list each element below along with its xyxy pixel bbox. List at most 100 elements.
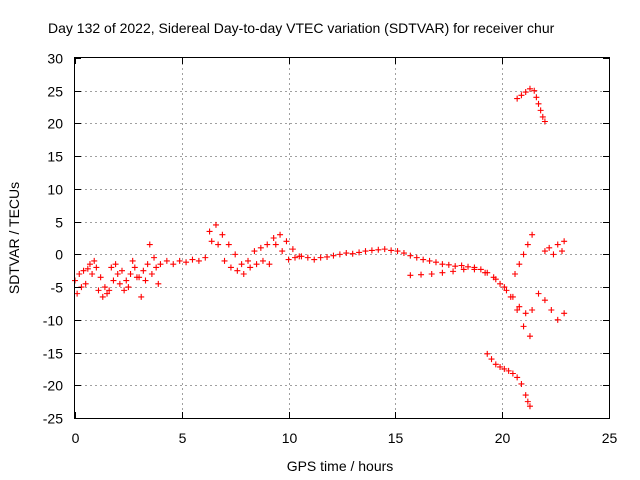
data-point — [503, 287, 510, 294]
data-point — [539, 113, 546, 120]
data-point — [125, 284, 132, 291]
data-point — [452, 263, 459, 270]
data-point — [266, 261, 273, 268]
data-point — [428, 271, 435, 277]
data-point — [514, 374, 521, 381]
data-point — [108, 264, 115, 271]
data-point — [407, 252, 414, 259]
data-point — [225, 241, 232, 248]
data-point — [311, 256, 318, 263]
y-tick-label: 5 — [55, 215, 63, 231]
data-point — [247, 264, 254, 271]
data-point — [514, 307, 521, 313]
plot-frame — [74, 57, 610, 419]
data-point — [541, 118, 548, 125]
data-point — [84, 265, 91, 272]
data-point — [142, 277, 149, 284]
data-point — [219, 231, 226, 238]
data-point — [488, 356, 495, 363]
data-point — [259, 257, 266, 264]
data-point — [418, 271, 425, 278]
data-point — [554, 316, 561, 323]
data-point — [148, 271, 155, 277]
data-point — [554, 241, 561, 248]
data-point — [505, 367, 512, 374]
data-point — [93, 264, 100, 271]
data-point — [426, 257, 433, 264]
data-point — [74, 290, 81, 297]
data-point — [234, 267, 241, 274]
data-point — [82, 280, 89, 287]
y-tick-label: -10 — [43, 313, 63, 329]
data-point — [277, 231, 284, 238]
data-point — [546, 244, 553, 251]
data-point — [330, 252, 337, 259]
data-point — [270, 235, 277, 241]
data-point — [257, 244, 264, 251]
data-point — [140, 267, 147, 274]
data-point — [91, 257, 98, 264]
data-point — [232, 251, 239, 258]
series-lower-branch — [407, 266, 533, 340]
data-point — [561, 310, 568, 317]
data-point — [285, 256, 292, 263]
data-point — [420, 256, 427, 263]
data-point — [514, 95, 521, 102]
data-point — [559, 248, 566, 255]
data-point — [537, 107, 544, 114]
data-point — [221, 257, 228, 264]
data-point — [80, 267, 87, 274]
data-point — [304, 254, 311, 261]
data-point — [535, 290, 542, 297]
data-point — [465, 263, 472, 270]
y-tick-label: -25 — [43, 411, 63, 427]
data-point — [368, 247, 375, 254]
data-point — [157, 261, 164, 268]
data-point — [202, 254, 209, 261]
series-top-segment — [514, 85, 548, 125]
data-point — [458, 262, 465, 269]
y-tick-label: -5 — [51, 280, 64, 296]
data-point — [548, 307, 555, 313]
y-tick-label: 25 — [47, 84, 63, 100]
data-point — [477, 266, 484, 273]
data-point — [550, 251, 557, 258]
data-point — [127, 271, 134, 277]
data-point — [101, 284, 108, 291]
data-point — [215, 241, 222, 248]
data-point — [118, 267, 125, 274]
data-point — [251, 248, 258, 255]
data-point — [189, 256, 196, 263]
data-point — [394, 248, 401, 255]
data-point — [518, 92, 525, 99]
y-tick-label: 30 — [47, 51, 63, 67]
data-point — [153, 264, 160, 271]
data-point — [501, 365, 508, 372]
axis-ticks: 0 5 10 15 20 25 -25 -20 -15 -10 -5 0 5 10 15 20 25 30 — [43, 51, 618, 447]
data-point — [317, 254, 324, 261]
data-point — [439, 261, 446, 268]
data-point — [227, 264, 234, 271]
data-point — [206, 228, 213, 235]
data-point — [362, 248, 369, 255]
data-point — [501, 284, 508, 291]
x-tick-label: 15 — [388, 430, 404, 446]
data-point — [324, 253, 331, 260]
x-tick-label: 10 — [282, 430, 298, 446]
data-point — [512, 271, 519, 277]
data-point — [176, 257, 183, 264]
grid — [75, 58, 609, 418]
data-point — [484, 350, 491, 357]
data-point — [492, 361, 499, 368]
data-point — [518, 380, 525, 387]
data-point — [561, 238, 568, 245]
data-point — [497, 363, 504, 370]
data-point — [264, 241, 271, 248]
data-point — [522, 310, 529, 317]
data-point — [439, 269, 446, 276]
data-point — [289, 246, 296, 253]
data-point — [123, 277, 130, 284]
data-point — [283, 238, 290, 245]
x-tick-label: 5 — [179, 430, 187, 446]
